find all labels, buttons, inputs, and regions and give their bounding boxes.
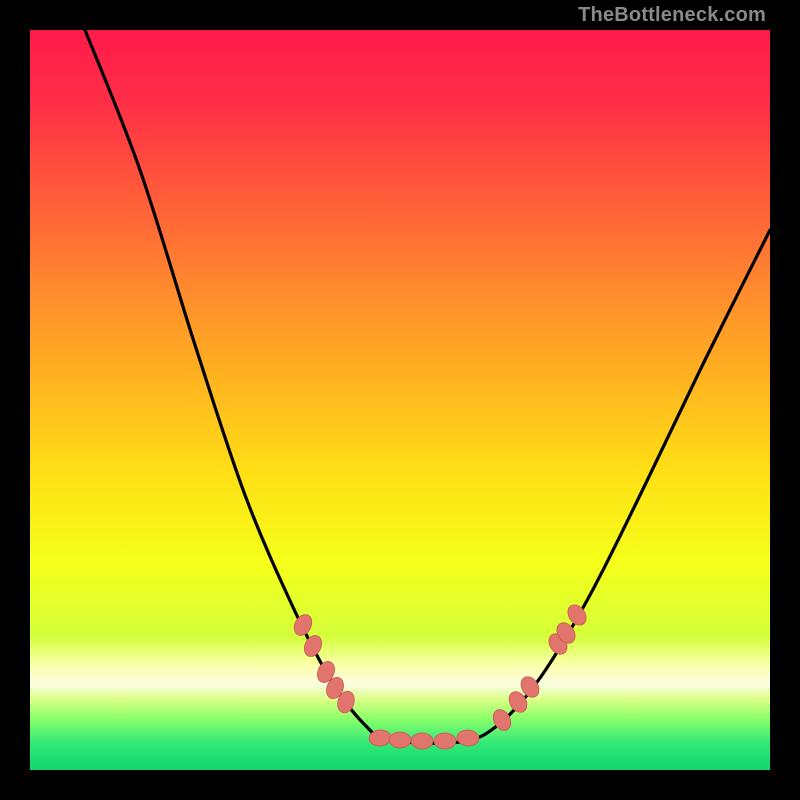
watermark-text: TheBottleneck.com <box>578 4 766 27</box>
curve-marker <box>456 729 479 747</box>
curve-marker <box>301 633 325 660</box>
curve-marker <box>434 733 456 749</box>
chart-frame: TheBottleneck.com <box>0 0 800 800</box>
plot-area <box>30 30 770 770</box>
curve-marker <box>411 733 433 749</box>
curve-marker <box>389 732 411 748</box>
bottleneck-curve <box>30 30 770 770</box>
curve-marker <box>291 612 315 639</box>
